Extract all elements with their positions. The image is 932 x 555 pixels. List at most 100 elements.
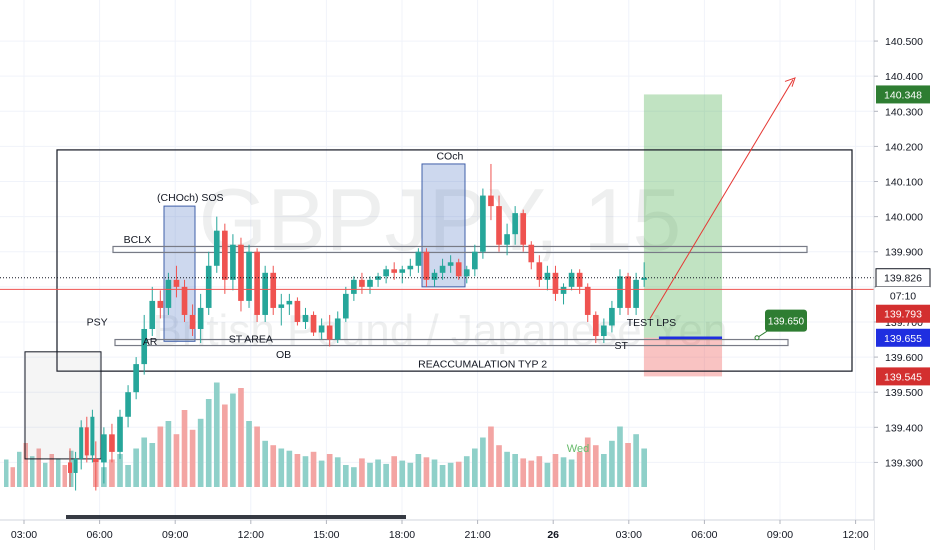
volume-bar <box>4 459 9 487</box>
volume-bar <box>584 437 591 487</box>
volume-bar <box>423 457 430 487</box>
volume-bar <box>334 457 341 487</box>
volume-bar <box>302 456 309 487</box>
annotation-label: OB <box>276 349 291 361</box>
volume-bar <box>488 426 494 487</box>
time-tick-label: 12:00 <box>238 529 264 541</box>
volume-bar <box>278 448 285 487</box>
candle-body <box>407 265 414 270</box>
candle-body <box>584 286 591 315</box>
volume-bar <box>262 440 268 487</box>
volume-bar <box>109 459 115 487</box>
volume-bar <box>617 426 623 487</box>
price-badge-label: 139.545 <box>884 371 922 383</box>
candle-body <box>544 272 551 280</box>
candle-body <box>625 276 631 308</box>
volume-bar <box>117 454 123 487</box>
time-tick-label: 18:00 <box>389 529 415 541</box>
annotation-label: AR <box>143 336 158 348</box>
candle-body <box>101 434 107 463</box>
time-tick-label: 09:00 <box>162 529 188 541</box>
volume-bar <box>633 434 639 487</box>
time-tick-label: 06:00 <box>86 529 112 541</box>
price-tick-label: 140.500 <box>885 36 923 48</box>
volume-bar <box>383 463 389 487</box>
projection-arrow <box>649 79 794 319</box>
volume-bar <box>641 448 647 487</box>
candle-body <box>205 265 212 308</box>
overlays: 139.650 <box>0 77 874 341</box>
annotation-label: COch <box>436 151 463 163</box>
time-tick-label: 15:00 <box>313 529 339 541</box>
candle-body <box>117 416 123 452</box>
volume-bar <box>455 461 462 487</box>
volume-bar <box>43 462 48 487</box>
time-tick-label: 21:00 <box>464 529 490 541</box>
time-tick-label: 12:00 <box>842 529 868 541</box>
volume-bar <box>326 454 333 487</box>
accumulation-box <box>24 351 102 460</box>
price-tick-label: 140.100 <box>885 177 923 189</box>
volume-bar <box>141 437 148 487</box>
candle-body <box>520 213 527 245</box>
candle-body <box>512 213 518 235</box>
candle-body <box>504 234 510 245</box>
candle-body <box>592 314 599 337</box>
candle-body <box>173 279 180 287</box>
candle-body <box>125 392 131 417</box>
volume-bar <box>246 421 252 487</box>
time-tick-label: 03:00 <box>616 529 642 541</box>
time-tick-label: 26 <box>547 529 559 541</box>
candle-body <box>447 262 454 266</box>
candle-body <box>84 427 89 456</box>
volume-bar <box>528 460 535 487</box>
volume-bar <box>30 456 35 487</box>
candle-body <box>439 265 446 273</box>
candle-body <box>633 279 639 308</box>
volume-bar <box>62 465 67 487</box>
volume-bar <box>391 456 398 487</box>
candle-body <box>238 244 244 301</box>
volume-bar <box>230 393 236 487</box>
price-badge <box>876 286 930 305</box>
stop-zone <box>643 337 723 377</box>
volume-bar <box>560 457 567 487</box>
candle-body <box>197 307 204 329</box>
candle-body <box>463 269 470 277</box>
volume-bar <box>512 454 518 487</box>
candle-body <box>609 307 615 326</box>
volume-bar <box>49 454 54 487</box>
candle-body <box>576 272 583 287</box>
volume-bar <box>609 440 615 487</box>
volume-bar <box>222 404 228 487</box>
time-axis-bg <box>0 520 874 550</box>
candle-body <box>181 286 188 315</box>
candle-body <box>310 314 317 333</box>
annotation-label: (CHOch) SOS <box>157 192 224 204</box>
candle-body <box>222 230 228 280</box>
candle-body <box>149 300 156 329</box>
candle-body <box>641 277 647 280</box>
zones <box>24 94 853 460</box>
candle-body <box>73 458 78 473</box>
volume-bar <box>447 462 454 487</box>
candle-body <box>359 279 365 287</box>
candle-body <box>278 304 285 308</box>
candle-body <box>109 434 115 452</box>
price-axis[interactable]: 139.300139.400139.500139.600139.700139.8… <box>873 0 932 550</box>
candle-body <box>294 300 301 322</box>
volume-bar <box>205 399 212 487</box>
time-tick-label: 03:00 <box>11 529 37 541</box>
candle-body <box>133 364 139 393</box>
time-axis[interactable]: 03:00 06:00 09:00 12:00 15:00 18:00 21:00 26 03:… <box>0 515 874 550</box>
price-badge-label: 07:10 <box>890 291 916 303</box>
volume-bar <box>125 465 131 487</box>
price-tick-label: 139.400 <box>885 422 923 434</box>
volume-bar <box>310 451 317 487</box>
candle-body <box>391 269 398 273</box>
volume-bar <box>407 462 414 487</box>
candle-body <box>286 300 293 305</box>
volume-bar <box>576 451 583 487</box>
candle-body <box>318 325 325 333</box>
